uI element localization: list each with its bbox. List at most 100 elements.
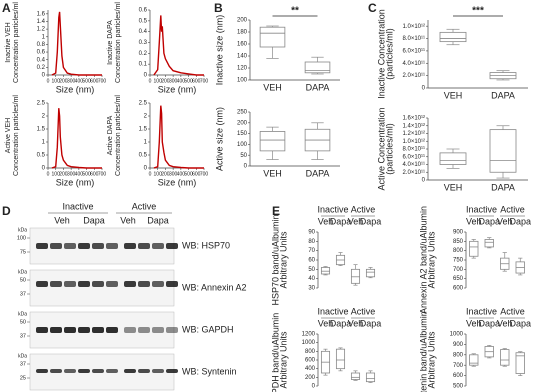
kda-unit: kDa bbox=[18, 311, 27, 317]
y-tick-label: 200 bbox=[237, 120, 248, 126]
y-tick-label: 0 bbox=[144, 73, 148, 79]
kda-marker: 100 bbox=[17, 235, 26, 241]
category-label: Veh bbox=[348, 318, 364, 328]
box bbox=[350, 268, 361, 284]
y-tick-label: 180 bbox=[237, 30, 248, 36]
blot-band bbox=[106, 243, 118, 249]
y-tick-label: 100 bbox=[237, 78, 248, 84]
y-tick-label: 650 bbox=[453, 276, 464, 282]
blot-band bbox=[138, 327, 150, 333]
y-tick-label: 160 bbox=[237, 42, 248, 48]
panel-label: C bbox=[368, 1, 377, 15]
x-tick-label: 600 bbox=[192, 78, 201, 84]
blot-band bbox=[106, 369, 118, 373]
y-tick-label: 1.2 bbox=[37, 27, 46, 33]
x-tick-label: 400 bbox=[75, 171, 84, 177]
x-tick-label: 200 bbox=[161, 78, 170, 84]
category-label: Veh bbox=[497, 318, 513, 328]
blot-band bbox=[152, 281, 164, 287]
box bbox=[515, 352, 525, 374]
y-axis-label: Arbitrary Units bbox=[426, 231, 436, 289]
y-tick-label: 900 bbox=[453, 342, 464, 348]
y-tick-label: 1000 bbox=[302, 340, 316, 346]
y-axis-label: GAPDH band/uAlbumin bbox=[270, 313, 280, 392]
y-tick-label: 1.0×10¹² bbox=[402, 139, 425, 145]
x-tick-label: 100 bbox=[52, 78, 61, 84]
y-tick-label: 150 bbox=[237, 131, 248, 137]
y-tick-label: 0.4 bbox=[139, 29, 148, 35]
x-tick-label: 400 bbox=[177, 171, 186, 177]
y-tick-label: 0 bbox=[42, 166, 46, 172]
y-tick-label: 1200 bbox=[302, 332, 316, 338]
y-tick-label: 50 bbox=[240, 153, 247, 159]
blot-band bbox=[124, 281, 136, 287]
y-tick-label: 2 bbox=[42, 114, 46, 120]
y-tick-label: 0.4 bbox=[37, 57, 46, 63]
blot-group: Active bbox=[132, 201, 157, 211]
y-tick-label: 2.5 bbox=[139, 101, 148, 107]
y-axis-label: Concentration particles/ml bbox=[13, 2, 20, 83]
blot-band bbox=[166, 327, 178, 333]
group-label: Active bbox=[500, 306, 525, 316]
y-tick-label: 4.0×10¹¹ bbox=[402, 162, 425, 168]
box bbox=[439, 31, 467, 43]
category-label: Dapa bbox=[360, 216, 382, 226]
y-tick-label: 1 bbox=[42, 34, 46, 40]
blot-band bbox=[36, 327, 48, 333]
kda-marker: 37 bbox=[20, 361, 26, 367]
x-tick-label: 700 bbox=[98, 78, 107, 84]
y-tick-label: 600 bbox=[305, 358, 316, 364]
y-axis-label: Active Concentration bbox=[376, 107, 386, 190]
blot-band bbox=[152, 369, 164, 373]
y-tick-label: 1.5 bbox=[139, 127, 148, 133]
x-tick-label: 500 bbox=[82, 171, 91, 177]
box bbox=[469, 240, 479, 257]
y-tick-label: 700 bbox=[453, 267, 464, 273]
group-label: Active bbox=[500, 204, 525, 214]
y-tick-label: 0 bbox=[144, 166, 148, 172]
significance: ** bbox=[291, 6, 299, 17]
panel-label: A bbox=[2, 1, 11, 15]
y-axis-label: Annexin A2 band/uAlbumin bbox=[418, 206, 428, 314]
box bbox=[500, 349, 510, 366]
category-label: DAPA bbox=[306, 168, 330, 178]
blot-band bbox=[78, 281, 90, 287]
x-tick-label: 200 bbox=[59, 78, 68, 84]
blot-band bbox=[92, 327, 104, 333]
y-axis-label: Inactive DAPA bbox=[107, 20, 114, 65]
box bbox=[365, 268, 376, 278]
blot-band bbox=[138, 243, 150, 249]
blot-label: WB: Syntenin bbox=[182, 366, 237, 376]
y-tick-label: 8.0×10¹¹ bbox=[402, 36, 425, 42]
y-tick-label: 1 bbox=[144, 140, 148, 146]
x-tick-label: 700 bbox=[200, 171, 209, 177]
panel-label: E bbox=[272, 204, 280, 218]
y-axis-label: Arbitrary Units bbox=[426, 331, 436, 389]
group-label: Active bbox=[351, 204, 376, 214]
x-tick-label: 0 bbox=[149, 171, 152, 177]
box bbox=[484, 239, 494, 248]
y-tick-label: 2.0×10¹¹ bbox=[402, 170, 425, 176]
blot-band bbox=[166, 369, 178, 373]
y-tick-label: 0.2 bbox=[37, 65, 46, 71]
y-axis-label: Active DAPA bbox=[107, 115, 114, 155]
x-tick-label: 600 bbox=[90, 171, 99, 177]
x-tick-label: 500 bbox=[184, 171, 193, 177]
y-tick-label: 0.6 bbox=[37, 50, 46, 56]
x-tick-label: 300 bbox=[169, 171, 178, 177]
y-tick-label: 140 bbox=[237, 54, 248, 60]
y-tick-label: 0 bbox=[422, 86, 426, 92]
group-label: Active bbox=[351, 306, 376, 316]
y-tick-label: 6.0×10¹¹ bbox=[402, 48, 425, 54]
y-axis-label: Syntenin band/uAlbumin bbox=[418, 311, 428, 392]
category-label: DAPA bbox=[491, 90, 515, 100]
y-axis-label: Concentration particles/ml bbox=[115, 2, 122, 83]
y-tick-label: 200 bbox=[305, 375, 316, 381]
y-tick-label: 90 bbox=[308, 230, 315, 236]
y-tick-label: 0.8 bbox=[37, 42, 46, 48]
blot-band bbox=[124, 327, 136, 333]
y-axis-label: Inactive size (nm) bbox=[214, 15, 224, 86]
y-tick-label: 1000 bbox=[450, 332, 464, 338]
y-tick-label: 850 bbox=[453, 239, 464, 245]
category-label: Dapa bbox=[509, 318, 531, 328]
